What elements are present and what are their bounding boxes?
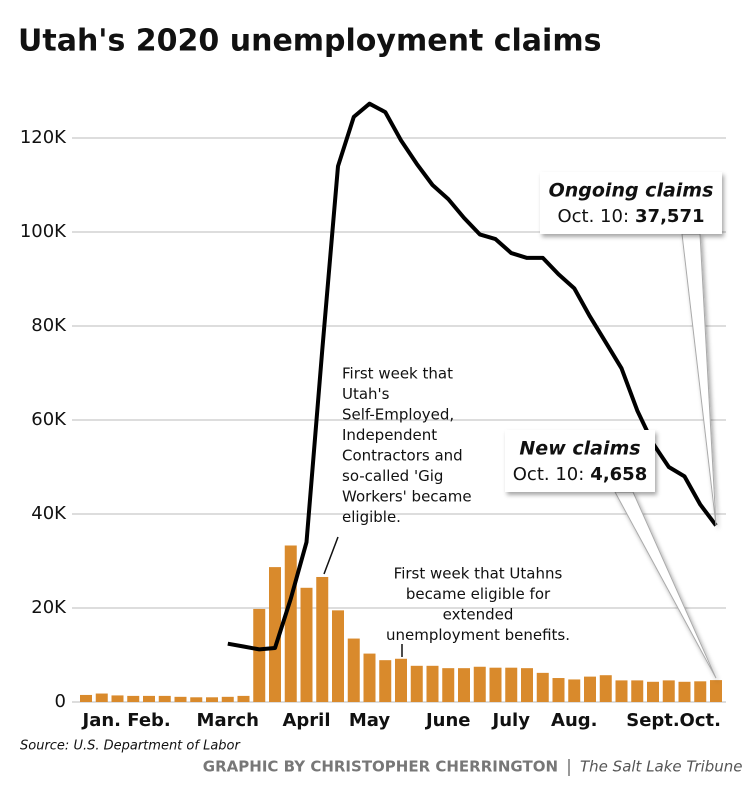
- bar: [143, 695, 155, 702]
- y-tick-label: 20K: [31, 597, 67, 618]
- callout-title: Ongoing claims: [549, 180, 714, 202]
- bar: [127, 695, 140, 702]
- bar: [221, 696, 234, 702]
- bar: [678, 681, 691, 702]
- bar: [615, 680, 628, 702]
- bar: [694, 681, 707, 702]
- bar: [269, 567, 281, 702]
- callout-value: 4,658: [590, 464, 647, 485]
- annotation-text: Self-Employed,: [342, 406, 454, 424]
- bar: [489, 667, 502, 702]
- bar: [300, 587, 313, 702]
- bar: [253, 608, 266, 702]
- bar: [395, 658, 407, 702]
- annotation-text: Contractors and: [342, 447, 463, 465]
- x-tick-label: April: [282, 710, 330, 731]
- annotation-pointer: [323, 536, 339, 575]
- bar: [379, 660, 392, 702]
- bar: [206, 697, 218, 702]
- annotation-text: unemployment benefits.: [386, 626, 570, 644]
- annotation-text: Independent: [342, 426, 437, 444]
- bar: [363, 653, 376, 702]
- bar: [710, 680, 722, 702]
- annotation-text: First week that: [342, 365, 453, 383]
- bar: [316, 576, 329, 702]
- callout-box: [505, 430, 655, 492]
- bar: [80, 694, 92, 702]
- bar: [536, 672, 549, 702]
- bar: [473, 666, 486, 702]
- callout-label: Oct. 10:: [513, 464, 585, 485]
- bar: [174, 696, 187, 702]
- x-tick-label: Aug.: [551, 710, 597, 731]
- bar: [410, 665, 423, 702]
- annotation-text: extended: [443, 606, 514, 624]
- y-tick-label: 40K: [31, 503, 67, 524]
- bar: [95, 693, 108, 702]
- bar: [458, 668, 470, 702]
- x-tick-label: June: [424, 710, 471, 731]
- chart-title: Utah's 2020 unemployment claims: [18, 24, 601, 59]
- x-tick-label: March: [197, 710, 259, 731]
- bar: [505, 667, 518, 702]
- x-tick-label: Jan.: [81, 710, 122, 731]
- annotation-text: became eligible for: [406, 585, 551, 603]
- bar: [647, 681, 659, 702]
- x-tick-label: Oct.: [680, 710, 721, 731]
- bar: [190, 697, 203, 702]
- y-tick-label: 120K: [20, 127, 67, 148]
- y-tick-label: 0: [55, 691, 66, 712]
- annotations: Ongoing claims Oct. 10: 37,571 New claims Oc…: [323, 172, 722, 679]
- annotation-text: Utah's: [342, 385, 390, 403]
- callout-box: [540, 172, 722, 234]
- line: [227, 101, 718, 652]
- callout-title: New claims: [519, 438, 640, 460]
- bar: [568, 679, 581, 702]
- y-tick-label: 60K: [31, 409, 67, 430]
- plot: 0 20K 40K 60K 80K 100K 120K Jan. Feb. March April M…: [20, 101, 726, 731]
- bar: [599, 675, 612, 702]
- bar: [552, 678, 565, 702]
- callout-label: Oct. 10:: [557, 206, 629, 227]
- bar: [158, 695, 171, 702]
- annotation-text: First week that Utahns: [394, 565, 563, 583]
- y-tick-label: 100K: [20, 221, 67, 242]
- callout-pointer: [614, 491, 717, 679]
- callout-text: Oct. 10: 37,571: [557, 206, 704, 227]
- callout-text: Oct. 10: 4,658: [513, 464, 647, 485]
- bar: [662, 680, 675, 702]
- bar: [584, 676, 596, 702]
- bar: [111, 695, 124, 702]
- publisher: The Salt Lake Tribune: [580, 758, 743, 776]
- bar: [631, 680, 644, 702]
- x-tick-label: Feb.: [127, 710, 171, 731]
- source: Source: U.S. Department of Labor: [20, 739, 241, 754]
- annotation-text: so-called 'Gig: [342, 467, 443, 485]
- bar: [442, 668, 455, 702]
- bar: [332, 610, 344, 702]
- bar: [521, 668, 533, 702]
- x-tick-label: July: [491, 710, 531, 731]
- annotation-text: Workers' became: [342, 488, 472, 506]
- x-tick-label: May: [349, 710, 391, 731]
- annotation-text: eligible.: [342, 508, 401, 526]
- bar: [426, 665, 439, 702]
- bar: [237, 695, 250, 702]
- bar: [347, 638, 360, 702]
- x-tick-label: Sept.: [626, 710, 680, 731]
- y-tick-label: 80K: [31, 315, 67, 336]
- bar: [284, 545, 297, 702]
- callout-value: 37,571: [635, 206, 704, 227]
- credit: GRAPHIC BY CHRISTOPHER CHERRINGTON: [203, 758, 558, 776]
